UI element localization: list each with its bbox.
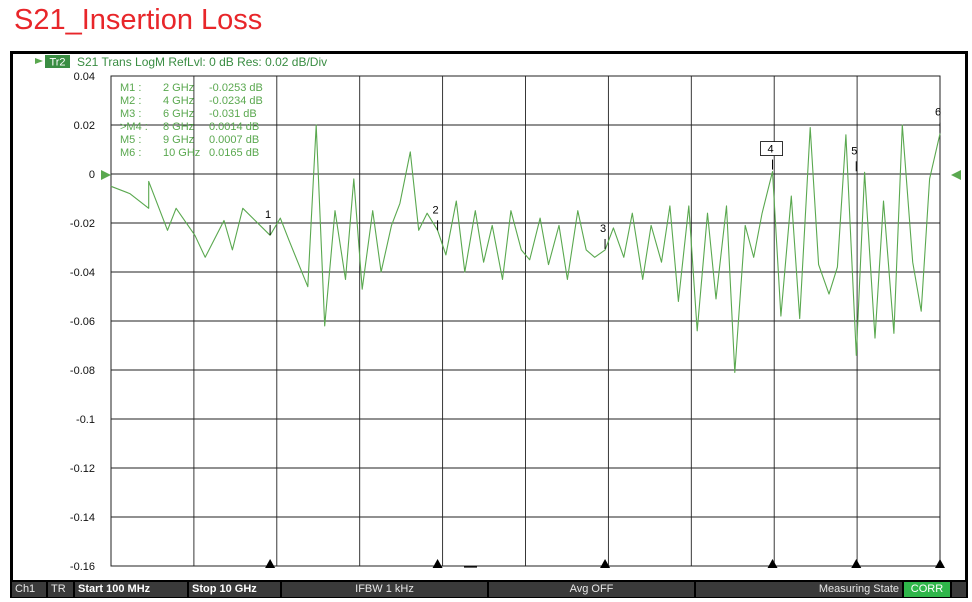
marker-table-label: >M4 : — [120, 121, 148, 133]
marker-table-freq: 10 GHz — [163, 147, 200, 159]
y-tick-label: -0.02 — [70, 218, 95, 230]
marker-number-5[interactable]: 5 — [851, 145, 857, 157]
status-bar: Ch1 TR Start 100 MHz Stop 10 GHz IFBW 1 … — [10, 581, 968, 598]
status-ifbw[interactable]: IFBW 1 kHz — [282, 582, 487, 597]
marker-number-1[interactable]: 1 — [265, 209, 271, 221]
status-measuring-state: Measuring State — [696, 582, 902, 597]
marker-table-value: -0.031 dB — [209, 108, 257, 120]
marker-table-label: M3 : — [120, 108, 141, 120]
marker-table-value: -0.0253 dB — [209, 82, 263, 94]
ref-level-arrow-right-icon[interactable] — [951, 170, 961, 180]
y-tick-label: -0.06 — [70, 316, 95, 328]
marker-table-freq: 4 GHz — [163, 95, 194, 107]
status-start-frequency[interactable]: Start 100 MHz — [75, 582, 187, 597]
marker-number-6[interactable]: 6 — [935, 107, 941, 119]
status-averaging[interactable]: Avg OFF — [489, 582, 694, 597]
y-tick-label: 0.02 — [74, 120, 95, 132]
marker-table-label: M2 : — [120, 95, 141, 107]
marker-number-3[interactable]: 3 — [600, 223, 606, 235]
active-marker-box[interactable] — [760, 141, 783, 156]
s21-trace-line — [110, 124, 941, 374]
trace-badge: Tr2 — [49, 57, 65, 69]
y-tick-label: -0.1 — [76, 414, 95, 426]
marker-table-label: M6 : — [120, 147, 141, 159]
marker-triangle-icon[interactable] — [851, 559, 862, 568]
marker-table-value: 0.0165 dB — [209, 147, 259, 159]
marker-table-value: -0.0234 dB — [209, 95, 263, 107]
status-corr-badge[interactable]: CORR — [904, 582, 950, 597]
marker-number-4[interactable]: 4 — [767, 144, 773, 156]
status-stop-frequency[interactable]: Stop 10 GHz — [189, 582, 280, 597]
trace-header-arrow-icon — [35, 58, 43, 64]
y-tick-label: 0.04 — [74, 71, 95, 83]
marker-triangle-icon[interactable] — [600, 559, 611, 568]
marker-triangle-icon[interactable] — [265, 559, 276, 568]
y-tick-label: -0.04 — [70, 267, 95, 279]
vna-display: Tr2 S21 Trans LogM RefLvl: 0 dB Res: 0.0… — [10, 51, 968, 581]
marker-table-freq: 6 GHz — [163, 108, 194, 120]
y-tick-label: 0 — [89, 169, 95, 181]
marker-table-freq: 8 GHz — [163, 121, 194, 133]
y-tick-label: -0.08 — [70, 365, 95, 377]
s21-chart: Tr2 S21 Trans LogM RefLvl: 0 dB Res: 0.0… — [35, 55, 961, 573]
marker-number-2[interactable]: 2 — [433, 204, 439, 216]
marker-table-value: 0.0014 dB — [209, 121, 259, 133]
marker-triangle-icon[interactable] — [935, 559, 945, 568]
ref-level-arrow-left-icon[interactable] — [101, 170, 111, 180]
marker-triangle-icon[interactable] — [432, 559, 443, 568]
trace-header-text: S21 Trans LogM RefLvl: 0 dB Res: 0.02 dB… — [77, 55, 327, 69]
marker-table-freq: 2 GHz — [163, 82, 194, 94]
vna-plot-area: Tr2 S21 Trans LogM RefLvl: 0 dB Res: 0.0… — [13, 54, 965, 580]
marker-table-freq: 9 GHz — [163, 134, 194, 146]
marker-table-value: 0.0007 dB — [209, 134, 259, 146]
marker-table-label: M5 : — [120, 134, 141, 146]
trace-badge-bg[interactable] — [45, 55, 70, 68]
marker-table-label: M1 : — [120, 82, 141, 94]
status-end-cell — [952, 582, 966, 597]
y-tick-label: -0.16 — [70, 561, 95, 573]
y-tick-label: -0.12 — [70, 463, 95, 475]
status-channel[interactable]: Ch1 — [12, 582, 46, 597]
y-tick-label: -0.14 — [70, 512, 95, 524]
marker-triangle-icon[interactable] — [767, 559, 778, 568]
status-trace[interactable]: TR — [48, 582, 73, 597]
slide-title: S21_Insertion Loss — [14, 4, 263, 36]
